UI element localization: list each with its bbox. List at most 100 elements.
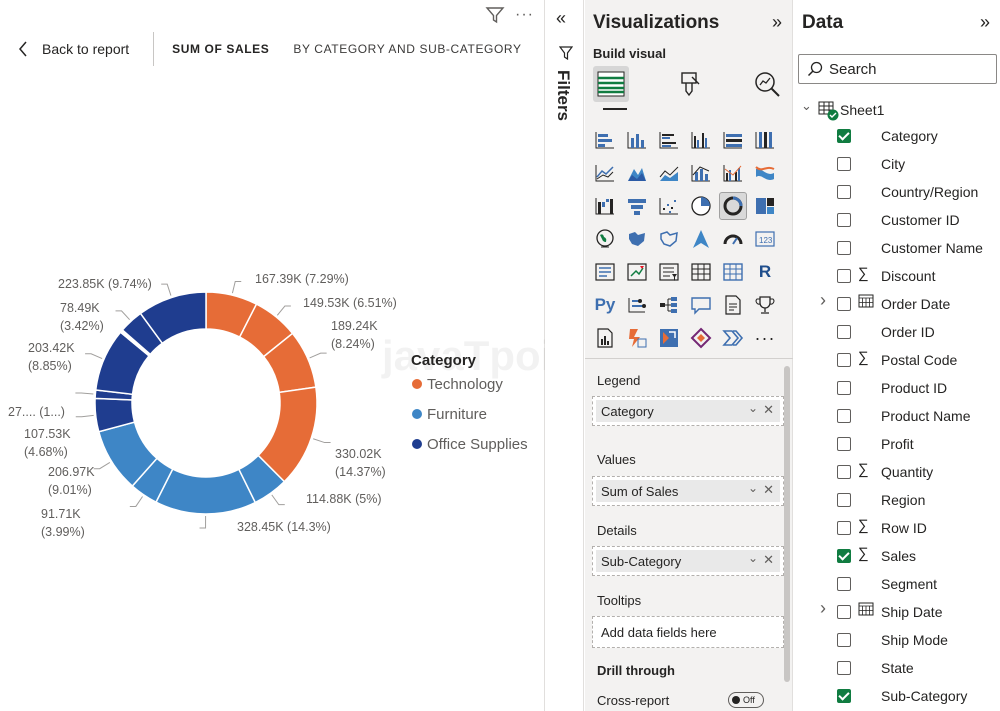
shape-map-icon[interactable] xyxy=(655,225,683,253)
clustered-bar-icon[interactable] xyxy=(655,126,683,154)
treemap-icon[interactable] xyxy=(751,192,779,220)
more-options-icon[interactable]: ··· xyxy=(515,6,534,23)
back-to-report-button[interactable]: Back to report xyxy=(18,41,153,57)
python-visual-icon[interactable]: Py xyxy=(591,291,619,319)
format-visual-tab[interactable] xyxy=(671,66,707,102)
multi-row-card-icon[interactable] xyxy=(591,258,619,286)
table-icon[interactable] xyxy=(687,258,715,286)
metrics-trophy-icon[interactable] xyxy=(751,291,779,319)
decomposition-tree-icon[interactable] xyxy=(655,291,683,319)
values-well[interactable]: Sum of Sales ⌄ ✕ xyxy=(592,476,784,506)
scatter-chart-icon[interactable] xyxy=(655,192,683,220)
field-checkbox[interactable] xyxy=(837,549,851,563)
chevron-down-icon[interactable]: ⌄ xyxy=(747,481,758,495)
kpi-icon[interactable] xyxy=(623,258,651,286)
collapse-visualizations-icon[interactable]: » xyxy=(771,12,782,32)
power-automate-icon[interactable] xyxy=(655,324,683,352)
build-visual-tab[interactable] xyxy=(593,66,629,102)
field-checkbox[interactable] xyxy=(837,353,851,367)
field-row[interactable]: Country/Region xyxy=(794,180,1000,204)
gauge-icon[interactable] xyxy=(719,225,747,253)
field-row[interactable]: › Order Date xyxy=(794,290,1000,316)
field-checkbox[interactable] xyxy=(837,633,851,647)
field-checkbox[interactable] xyxy=(837,241,851,255)
field-checkbox[interactable] xyxy=(837,437,851,451)
field-row[interactable]: › Ship Date xyxy=(794,598,1000,624)
100-stacked-bar-icon[interactable] xyxy=(719,126,747,154)
line-and-clustered-column-icon[interactable] xyxy=(719,159,747,187)
field-row[interactable]: Customer ID xyxy=(794,208,1000,232)
chevron-right-icon[interactable]: › xyxy=(820,290,826,310)
azure-map-icon[interactable] xyxy=(687,225,715,253)
more-visuals-icon[interactable]: ··· xyxy=(751,324,779,352)
funnel-chart-icon[interactable] xyxy=(623,192,651,220)
slicer-icon[interactable] xyxy=(655,258,683,286)
cross-report-toggle[interactable]: Off xyxy=(728,692,764,708)
legend-furniture[interactable]: Furniture xyxy=(427,406,487,423)
field-checkbox[interactable] xyxy=(837,577,851,591)
r-script-icon[interactable]: R xyxy=(751,258,779,286)
stacked-column-icon[interactable] xyxy=(623,126,651,154)
tooltips-well[interactable]: Add data fields here xyxy=(592,616,784,648)
field-row[interactable]: City xyxy=(794,152,1000,176)
area-chart-icon[interactable] xyxy=(623,159,651,187)
chevron-right-icon[interactable]: › xyxy=(820,598,826,618)
power-automate-chevron-icon[interactable] xyxy=(719,324,747,352)
field-checkbox[interactable] xyxy=(837,269,851,283)
field-checkbox[interactable] xyxy=(837,129,851,143)
donut-chart-icon[interactable] xyxy=(719,192,747,220)
key-influencers-icon[interactable] xyxy=(623,291,651,319)
field-row[interactable]: ∑ Discount xyxy=(794,264,1000,288)
clustered-column-icon[interactable] xyxy=(687,126,715,154)
remove-field-icon[interactable]: ✕ xyxy=(763,402,774,417)
paginated-report-icon[interactable] xyxy=(591,324,619,352)
line-and-stacked-column-icon[interactable] xyxy=(687,159,715,187)
donut-slice[interactable] xyxy=(155,468,257,515)
field-row[interactable]: Order ID xyxy=(794,320,1000,344)
field-row[interactable]: Product Name xyxy=(794,404,1000,428)
field-row[interactable]: ∑ Row ID xyxy=(794,516,1000,540)
chevron-down-icon[interactable]: ⌄ xyxy=(801,98,812,113)
waterfall-chart-icon[interactable] xyxy=(591,192,619,220)
field-checkbox[interactable] xyxy=(837,689,851,703)
chevron-down-icon[interactable]: ⌄ xyxy=(747,551,758,565)
details-field-chip[interactable]: Sub-Category ⌄ ✕ xyxy=(596,550,780,572)
donut-chart[interactable]: javaTpoint 167.39K (7.29%) 149.53K (6.51%… xyxy=(0,0,545,711)
donut-slice[interactable] xyxy=(139,291,207,345)
remove-field-icon[interactable]: ✕ xyxy=(763,552,774,567)
field-row[interactable]: State xyxy=(794,656,1000,680)
field-row[interactable]: Customer Name xyxy=(794,236,1000,260)
legend-field-chip[interactable]: Category ⌄ ✕ xyxy=(596,400,780,422)
field-row[interactable]: Category xyxy=(794,124,1000,148)
field-checkbox[interactable] xyxy=(837,213,851,227)
field-row[interactable]: Sub-Category xyxy=(794,684,1000,708)
field-checkbox[interactable] xyxy=(837,493,851,507)
stacked-area-icon[interactable] xyxy=(655,159,683,187)
field-checkbox[interactable] xyxy=(837,605,851,619)
map-icon[interactable] xyxy=(591,225,619,253)
field-row[interactable]: Region xyxy=(794,488,1000,512)
legend-office-supplies[interactable]: Office Supplies xyxy=(427,436,528,453)
filter-icon[interactable] xyxy=(485,6,505,24)
field-row[interactable]: Ship Mode xyxy=(794,628,1000,652)
field-checkbox[interactable] xyxy=(837,157,851,171)
power-apps-icon[interactable] xyxy=(623,324,651,352)
legend-well[interactable]: Category ⌄ ✕ xyxy=(592,396,784,426)
card-icon[interactable]: 123 xyxy=(751,225,779,253)
field-checkbox[interactable] xyxy=(837,325,851,339)
pie-chart-icon[interactable] xyxy=(687,192,715,220)
collapse-data-icon[interactable]: » xyxy=(979,12,990,32)
line-chart-icon[interactable] xyxy=(591,159,619,187)
field-checkbox[interactable] xyxy=(837,521,851,535)
field-checkbox[interactable] xyxy=(837,465,851,479)
legend-technology[interactable]: Technology xyxy=(427,376,503,393)
field-checkbox[interactable] xyxy=(837,185,851,199)
analytics-tab[interactable] xyxy=(749,66,785,102)
qna-icon[interactable] xyxy=(687,291,715,319)
field-checkbox[interactable] xyxy=(837,409,851,423)
field-row[interactable]: ∑ Postal Code xyxy=(794,348,1000,372)
smart-narrative-icon[interactable] xyxy=(719,291,747,319)
ribbon-chart-icon[interactable] xyxy=(751,159,779,187)
filters-pane-collapsed[interactable]: « Filters xyxy=(546,0,584,711)
field-row[interactable]: ∑ Quantity xyxy=(794,460,1000,484)
